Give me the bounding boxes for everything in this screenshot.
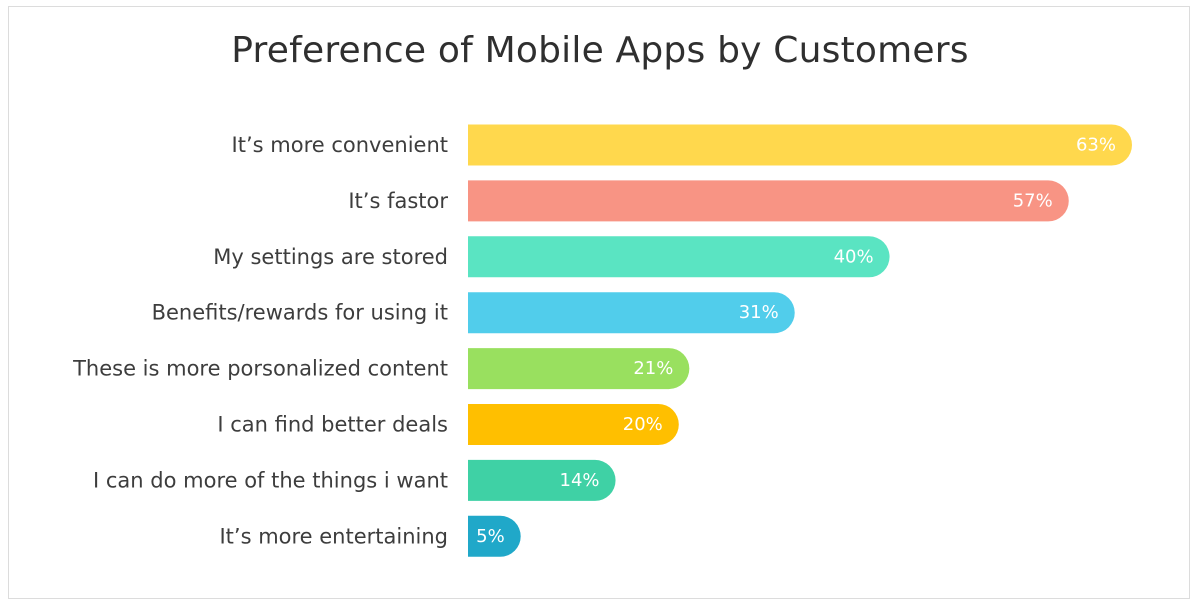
- data-label: 40%: [834, 246, 874, 267]
- category-label: These is more porsonalized content: [72, 357, 448, 381]
- category-label: Benefits/rewards for using it: [152, 301, 448, 325]
- data-label: 14%: [560, 470, 600, 491]
- data-label: 31%: [739, 302, 779, 323]
- category-label: My settings are stored: [213, 245, 448, 269]
- bar: [468, 515, 521, 557]
- bar: [468, 292, 795, 334]
- bar: [468, 124, 1132, 166]
- data-label: 57%: [1013, 190, 1053, 211]
- bar: [468, 459, 616, 501]
- bar: [468, 404, 679, 445]
- bar: [468, 348, 690, 390]
- category-label: It’s more convenient: [232, 133, 448, 157]
- category-label: I can do more of the things i want: [93, 468, 448, 492]
- data-label: 21%: [633, 358, 673, 379]
- data-label: 63%: [1076, 135, 1116, 156]
- bar: [468, 236, 890, 278]
- category-label: It’s fastor: [348, 189, 448, 213]
- category-label: It’s more entertaining: [219, 524, 448, 548]
- category-label: I can find better deals: [217, 413, 448, 437]
- bar: [468, 180, 1069, 222]
- chart-title: Preference of Mobile Apps by Customers: [231, 30, 969, 71]
- data-label: 5%: [476, 526, 505, 547]
- data-label: 20%: [623, 414, 663, 435]
